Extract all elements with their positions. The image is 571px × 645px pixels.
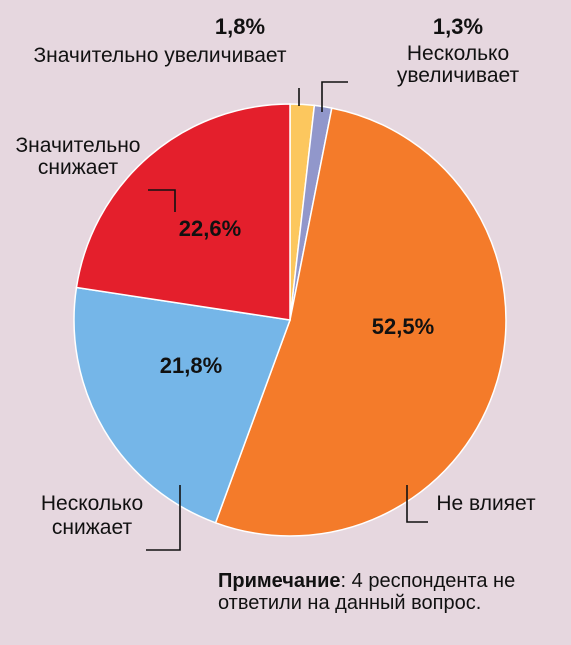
pie-slice-3 — [214, 107, 507, 537]
slice-label-line: Значительно увеличивает — [33, 44, 286, 67]
leader-line-3 — [406, 485, 428, 523]
slice-label-line: Несколько — [41, 492, 143, 515]
note-text: : 4 респондента не ответили на данный во… — [218, 570, 516, 614]
slice-label-1: Значительно увеличивает — [33, 44, 286, 67]
pie-slice-5 — [75, 103, 291, 321]
note-bold: Примечание — [218, 570, 341, 592]
leader-line-5 — [148, 189, 176, 212]
slice-label-4: Несколько снижает — [41, 492, 143, 539]
slice-label-2: Несколько увеличивает — [397, 42, 520, 87]
slice-label-line: Несколько — [407, 42, 509, 65]
slice-label-line: снижает — [52, 516, 133, 539]
slice-label-line: Значительно — [15, 134, 140, 157]
chart-note: Примечание: 4 респондента не ответили на… — [218, 570, 568, 614]
slice-label-line: снижает — [38, 156, 119, 179]
value-label-5: 22,6% — [179, 216, 241, 241]
value-label-2: 1,3% — [433, 14, 483, 39]
leader-line-2 — [321, 81, 348, 112]
slice-label-line: увеличивает — [397, 64, 520, 87]
slice-label-5: Значительно снижает — [15, 134, 140, 179]
value-label-4: 21,8% — [160, 353, 222, 378]
slice-label-3: Не влияет — [436, 492, 536, 515]
value-label-1: 1,8% — [215, 14, 265, 39]
slice-label-line: Не влияет — [436, 492, 536, 515]
value-label-3: 52,5% — [372, 314, 434, 339]
pie-slice-4 — [73, 286, 292, 524]
leader-line-4 — [146, 485, 181, 551]
